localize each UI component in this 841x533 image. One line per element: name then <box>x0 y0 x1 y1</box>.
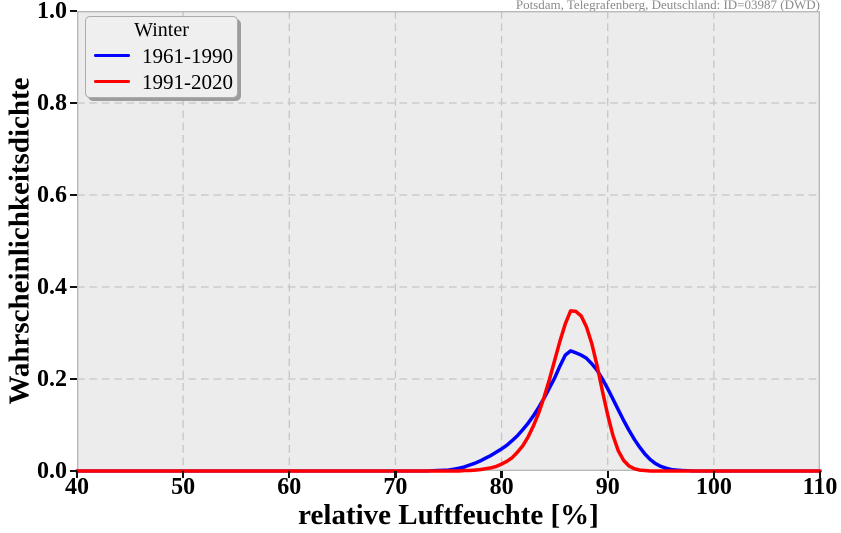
x-axis-label: relative Luftfeuchte [%] <box>298 499 599 531</box>
x-tick-mark <box>818 471 822 478</box>
x-tick-mark <box>182 471 185 478</box>
y-tick-mark <box>69 377 77 381</box>
x-tick-mark <box>75 471 79 478</box>
y-tick-mark <box>69 469 77 473</box>
legend-line-swatch <box>94 79 130 84</box>
x-tick-label: 50 <box>171 474 196 500</box>
x-tick-mark <box>606 471 609 478</box>
x-tick-label: 70 <box>383 474 408 500</box>
x-tick-label: 40 <box>65 474 89 500</box>
y-tick-label: 0.8 <box>37 90 67 116</box>
x-tick-label: 110 <box>802 474 838 500</box>
x-tick-mark <box>394 471 397 478</box>
x-tick-mark <box>500 471 503 478</box>
legend-entry-label: 1991-2020 <box>142 69 233 94</box>
x-tick-mark <box>712 471 715 478</box>
x-tick-label: 90 <box>595 474 620 500</box>
y-tick-mark <box>69 285 77 289</box>
density-curve-1961-1990 <box>75 349 822 473</box>
legend-entry: 1961-1990 <box>94 43 233 69</box>
legend-title: Winter <box>134 19 189 42</box>
x-tick-label: 60 <box>277 474 302 500</box>
plot-canvas <box>75 10 822 473</box>
y-axis-label: Wahrscheinlichkeitsdichte <box>3 77 36 405</box>
legend-entry-label: 1961-1990 <box>142 43 233 68</box>
y-tick-mark <box>69 193 77 197</box>
y-tick-label: 0.6 <box>37 182 67 208</box>
x-tick-mark <box>288 471 291 478</box>
x-tick-label: 80 <box>489 474 514 500</box>
y-tick-mark <box>69 101 77 105</box>
density-curve-1991-2020 <box>75 309 822 473</box>
x-tick-label: 100 <box>695 474 732 500</box>
y-tick-label: 0.0 <box>37 458 67 484</box>
y-tick-label: 0.4 <box>37 274 67 300</box>
y-tick-label: 0.2 <box>37 366 67 392</box>
legend-box: Winter 1961-1990 1991-2020 <box>85 16 238 98</box>
y-tick-label: 1.0 <box>37 0 67 24</box>
plot-area: Winter 1961-1990 1991-2020 <box>75 10 822 473</box>
legend-entry: 1991-2020 <box>94 69 233 95</box>
legend-line-swatch <box>94 53 130 58</box>
station-annotation: Potsdam, Telegrafenberg, Deutschland: ID… <box>515 0 820 12</box>
legend-entries: 1961-1990 1991-2020 <box>94 43 233 95</box>
y-tick-mark <box>69 9 77 13</box>
